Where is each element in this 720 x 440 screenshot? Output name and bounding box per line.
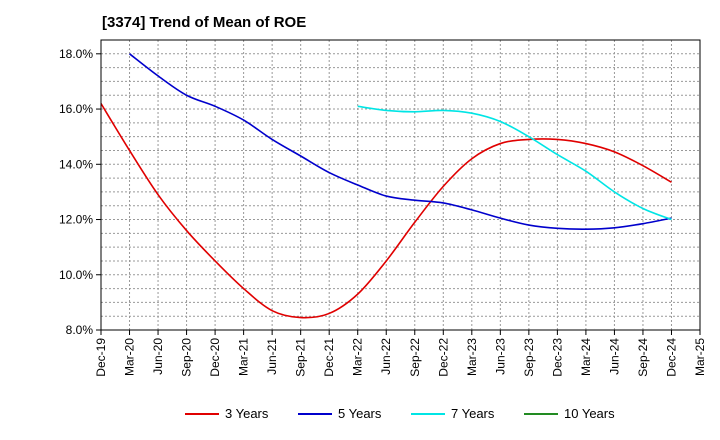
y-tick-label: 18.0%: [59, 47, 93, 61]
x-tick-label: Dec-21: [322, 338, 336, 377]
series-line-3: [357, 105, 672, 221]
x-tick-label: Sep-20: [180, 338, 194, 377]
legend-label: 3 Years: [225, 406, 269, 421]
x-tick-label: Jun-21: [265, 338, 279, 375]
series-lines: [100, 53, 672, 319]
x-tick-label: Dec-20: [208, 338, 222, 377]
legend-label: 7 Years: [451, 406, 495, 421]
x-tick-label: Dec-22: [436, 338, 450, 377]
x-tick-label: Mar-23: [465, 338, 479, 376]
plot-frame: [100, 39, 701, 331]
x-tick-label: Jun-24: [607, 338, 621, 375]
x-tick-label: Jun-23: [493, 338, 507, 375]
y-tick-label: 12.0%: [59, 213, 93, 227]
x-tick-label: Mar-21: [237, 338, 251, 376]
x-tick-label: Dec-24: [664, 338, 678, 377]
legend: 3 Years 5 Years 7 Years 10 Years: [185, 406, 615, 421]
axes: 8.0% 10.0% 12.0% 14.0% 16.0% 18.0% Dec-19 Mar-2…: [59, 39, 707, 377]
y-tick-label: 16.0%: [59, 102, 93, 116]
y-tick-label: 10.0%: [59, 268, 93, 282]
x-tick-label: Sep-21: [294, 338, 308, 377]
x-tick-label: Dec-19: [94, 338, 108, 377]
grid-lines: [101, 40, 700, 330]
y-tick-label: 14.0%: [59, 157, 93, 171]
x-tick-label: Mar-25: [693, 338, 707, 376]
chart-title: [3374] Trend of Mean of ROE: [102, 14, 307, 31]
x-tick-label: Sep-22: [408, 338, 422, 377]
x-tick-label: Sep-24: [636, 338, 650, 377]
x-tick-label: Mar-24: [579, 338, 593, 376]
x-tick-label: Dec-23: [550, 338, 564, 377]
legend-label: 10 Years: [564, 406, 615, 421]
x-tick-label: Mar-22: [351, 338, 365, 376]
series-line-2: [129, 53, 672, 231]
series-line-1: [100, 103, 672, 319]
x-tick-label: Sep-23: [522, 338, 536, 377]
x-tick-label: Mar-20: [123, 338, 137, 376]
y-tick-label: 8.0%: [66, 323, 94, 337]
x-tick-label: Jun-22: [379, 338, 393, 375]
x-tick-label: Jun-20: [151, 338, 165, 375]
legend-label: 5 Years: [338, 406, 382, 421]
